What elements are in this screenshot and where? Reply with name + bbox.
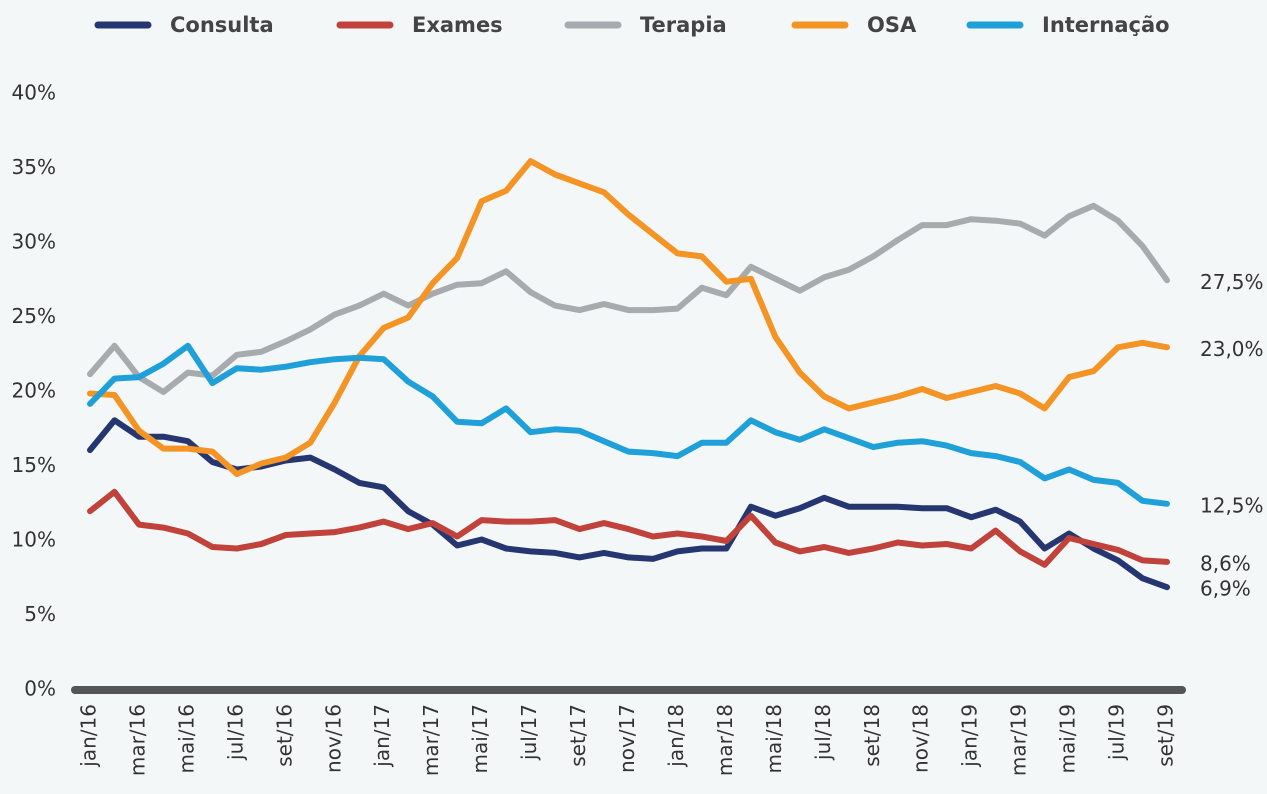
legend-label: Consulta [170, 13, 274, 37]
y-tick-label: 35% [12, 155, 56, 179]
y-tick-label: 5% [24, 602, 56, 626]
legend-label: OSA [867, 13, 917, 37]
legend-label: Internação [1042, 13, 1170, 37]
series-line [87, 202, 1170, 395]
x-tick-label: nov/18 [909, 704, 933, 773]
y-tick-label: 10% [12, 528, 56, 552]
value-label: 12,5% [1200, 493, 1264, 517]
x-tick-label: mai/17 [468, 704, 492, 773]
series-line [87, 488, 1170, 568]
x-tick-label: mar/18 [713, 704, 737, 776]
x-tick-label: mai/18 [762, 704, 786, 773]
x-tick-label: nov/16 [321, 704, 345, 773]
value-label: 8,6% [1200, 551, 1251, 575]
x-tick-label: set/19 [1154, 704, 1178, 767]
value-label: 23,0% [1200, 337, 1264, 361]
series-line [87, 158, 1170, 477]
y-tick-label: 25% [12, 304, 56, 328]
x-tick-label: set/17 [566, 704, 590, 767]
value-label: 27,5% [1200, 270, 1264, 294]
y-tick-label: 40% [12, 81, 56, 105]
y-tick-label: 30% [12, 230, 56, 254]
x-tick-label: jul/19 [1105, 704, 1129, 761]
x-tick-label: mar/19 [1007, 704, 1031, 776]
y-tick-label: 20% [12, 379, 56, 403]
x-tick-label: set/18 [860, 704, 884, 767]
x-tick-label: jul/18 [811, 704, 835, 761]
x-tick-label: mai/19 [1056, 704, 1080, 773]
x-tick-label: mar/16 [125, 704, 149, 776]
x-tick-label: jan/17 [370, 704, 394, 768]
series-line [87, 342, 1170, 507]
x-tick-label: jul/16 [223, 704, 247, 761]
value-label: 6,9% [1200, 577, 1251, 601]
x-tick-label: nov/17 [615, 704, 639, 773]
y-tick-label: 15% [12, 453, 56, 477]
y-tick-label: 0% [24, 677, 56, 701]
x-tick-label: jan/19 [958, 704, 982, 768]
x-tick-label: mar/17 [419, 704, 443, 776]
legend-label: Terapia [640, 13, 727, 37]
legend-label: Exames [412, 13, 503, 37]
x-tick-label: jan/16 [77, 704, 101, 768]
x-tick-label: jan/18 [664, 704, 688, 768]
x-tick-label: jul/17 [517, 704, 541, 761]
x-tick-label: set/16 [272, 704, 296, 767]
x-tick-label: mai/16 [174, 704, 198, 773]
